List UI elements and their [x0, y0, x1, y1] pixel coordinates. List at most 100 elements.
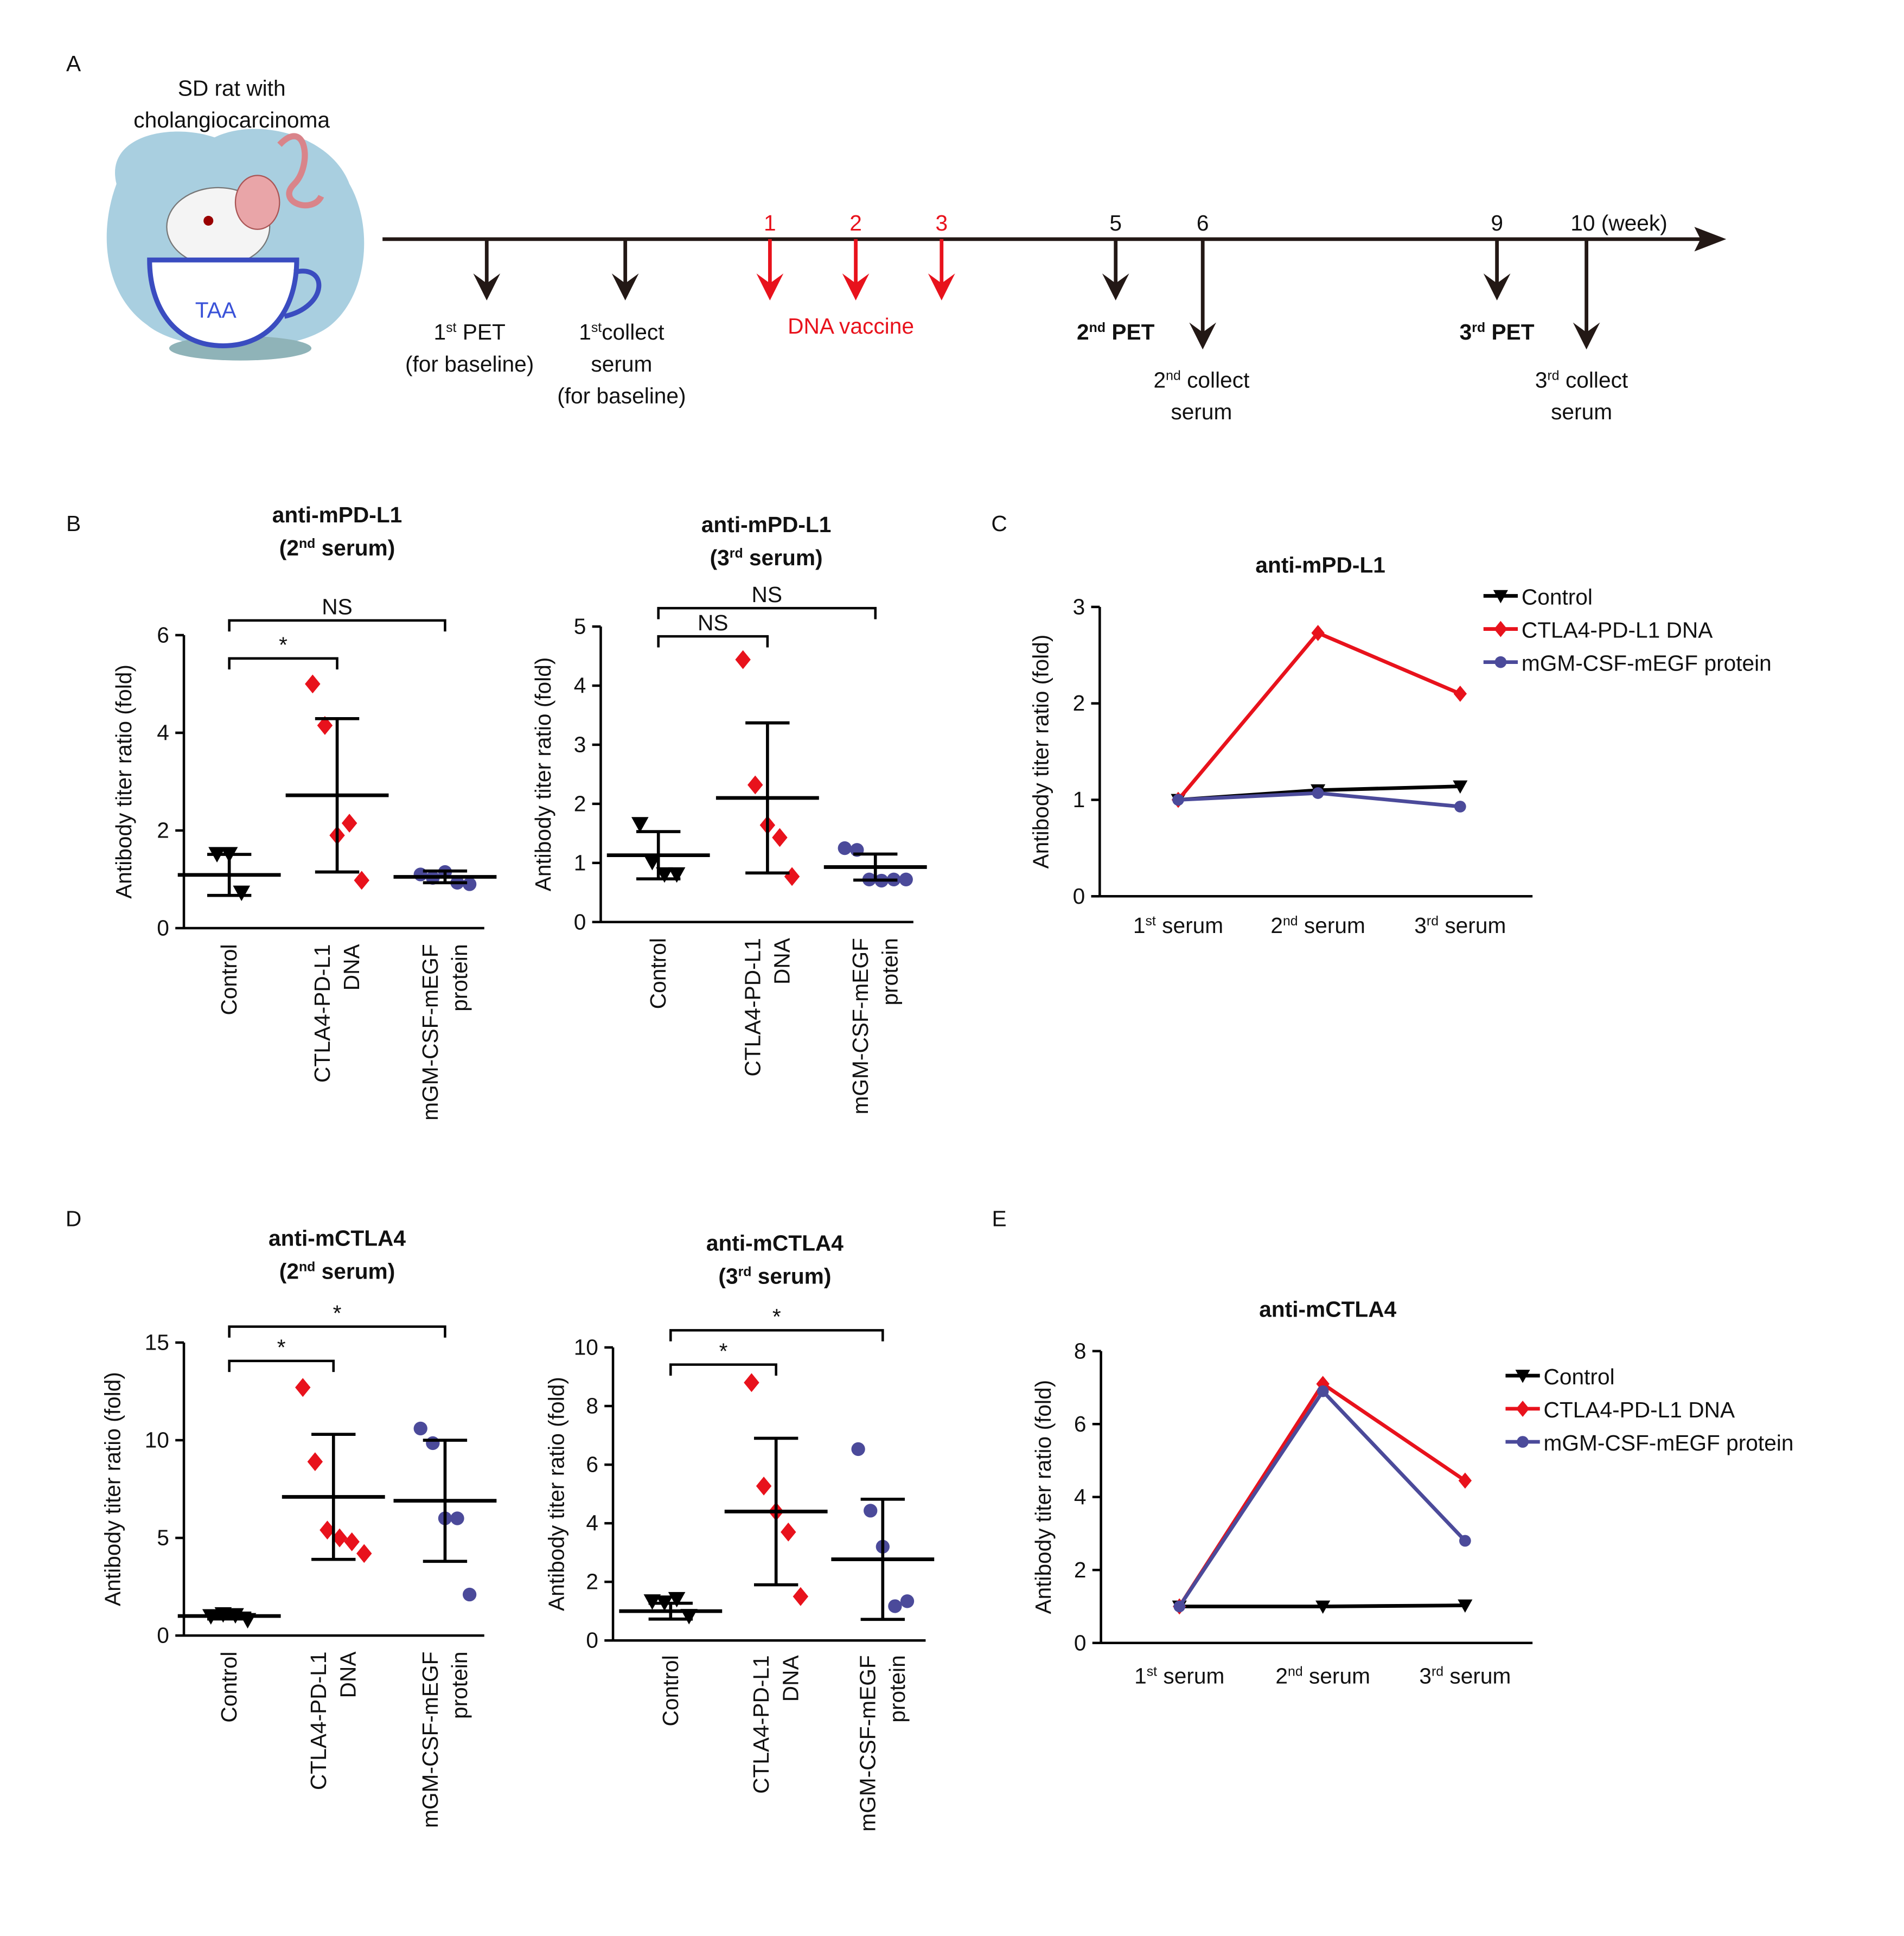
event-label: 1st PET: [433, 320, 505, 344]
y-tick-label: 4: [586, 1511, 598, 1536]
superscript: nd: [1283, 913, 1298, 929]
chart-subtitle: (3rd serum): [718, 1263, 831, 1288]
significance-bracket: [228, 619, 446, 632]
text-part: (for baseline): [405, 352, 534, 376]
x-tick-label: DNA: [339, 944, 364, 991]
y-axis-label: Antibody titer ratio (fold): [544, 1377, 569, 1611]
data-point: [747, 775, 763, 795]
chart-title: anti-mCTLA4: [1259, 1297, 1396, 1322]
chart-title: anti-mCTLA4: [706, 1230, 844, 1255]
data-point: [354, 871, 369, 890]
rat-eye: [203, 215, 214, 226]
text-part: PET: [456, 320, 505, 344]
text-part: 2: [1154, 367, 1166, 392]
text-part: 1: [1134, 1663, 1147, 1688]
text-part: serum): [315, 1258, 395, 1283]
data-point: [668, 1592, 686, 1608]
significance-bracket: [657, 606, 877, 619]
data-point: [888, 1599, 902, 1613]
event-label: serum: [1171, 399, 1232, 424]
x-tick-label: DNA: [335, 1651, 360, 1698]
data-point: [900, 1594, 915, 1608]
data-point: [1315, 1600, 1331, 1614]
significance-label: *: [279, 632, 287, 657]
data-point: [851, 1442, 865, 1456]
data-point: [462, 1587, 477, 1602]
y-tick-label: 0: [1073, 884, 1085, 909]
data-point: [305, 674, 321, 694]
text-part: serum: [1303, 1663, 1370, 1688]
data-point: [864, 1504, 878, 1518]
text-part: PET: [1485, 320, 1535, 344]
event-label: 3rd collect: [1535, 367, 1628, 392]
x-tick-label: CTLA4-PD-L1: [306, 1652, 331, 1790]
y-tick-label: 0: [157, 1623, 169, 1648]
superscript: rd: [738, 1264, 752, 1279]
week-label: 9: [1491, 210, 1503, 235]
text-part: 1: [433, 320, 446, 344]
significance-bracket: [228, 1359, 335, 1372]
x-tick-label: mGM-CSF-mEGF: [418, 1652, 443, 1828]
data-point: [643, 854, 661, 871]
data-point: [426, 1436, 440, 1451]
week-label: 5: [1109, 210, 1122, 235]
text-part: collect: [1181, 367, 1250, 392]
y-tick-label: 4: [574, 673, 586, 698]
data-point: [838, 841, 852, 855]
legend-label: mGM-CSF-mEGF protein: [1522, 650, 1772, 675]
text-part: serum): [751, 1263, 831, 1288]
x-tick-label: 2nd serum: [1275, 1663, 1370, 1688]
y-tick-label: 4: [157, 720, 169, 745]
text-part: 3: [1535, 367, 1548, 392]
superscript: st: [1147, 1664, 1157, 1679]
y-tick-label: 3: [1073, 594, 1085, 619]
data-point: [295, 1378, 311, 1397]
text-part: serum: [591, 352, 652, 376]
data-point: [744, 1373, 759, 1392]
text-part: 2: [1270, 913, 1283, 938]
event-label: 3rd PET: [1460, 320, 1535, 344]
x-tick-label: mGM-CSF-mEGF: [418, 944, 443, 1120]
text-part: (2: [279, 535, 299, 560]
text-part: serum): [743, 545, 823, 570]
superscript: nd: [299, 1259, 315, 1274]
x-tick-label: CTLA4-PD-L1: [740, 938, 765, 1076]
chart-title: anti-mPD-L1: [701, 512, 832, 537]
superscript: rd: [730, 546, 743, 561]
text-part: serum: [1298, 913, 1365, 938]
week-label: 3: [935, 210, 948, 235]
arrow-head: [1189, 322, 1217, 350]
timeline-arrowhead: [1694, 227, 1727, 252]
superscript: rd: [1427, 913, 1439, 929]
data-point: [793, 1587, 809, 1606]
significance-label: NS: [698, 610, 729, 635]
significance-label: NS: [322, 594, 353, 619]
y-tick-label: 10: [574, 1335, 598, 1360]
significance-label: *: [333, 1300, 342, 1325]
superscript: nd: [1166, 368, 1181, 383]
event-label: 1stcollect: [579, 320, 664, 344]
superscript: st: [446, 320, 456, 335]
y-axis-label: Antibody titer ratio (fold): [1028, 635, 1053, 869]
text-part: serum: [1439, 913, 1506, 938]
significance-bracket: [657, 635, 769, 648]
legend-marker: [1515, 1370, 1530, 1383]
data-point: [656, 867, 673, 883]
data-point: [735, 650, 751, 669]
x-tick-label: protein: [877, 938, 902, 1005]
data-point: [1317, 1385, 1329, 1397]
y-tick-label: 0: [574, 909, 586, 934]
data-point: [1459, 1535, 1471, 1547]
data-point: [233, 885, 251, 902]
significance-bracket: [669, 1363, 777, 1376]
significance-bracket: [228, 657, 338, 670]
significance-label: *: [772, 1304, 781, 1329]
x-tick-label: 1st serum: [1133, 913, 1223, 938]
data-point: [631, 817, 649, 833]
data-point: [1172, 794, 1184, 806]
arrow-head: [611, 273, 639, 301]
cup-label: TAA: [195, 297, 237, 322]
x-tick-label: 3rd serum: [1414, 913, 1506, 938]
data-point: [450, 1511, 464, 1525]
